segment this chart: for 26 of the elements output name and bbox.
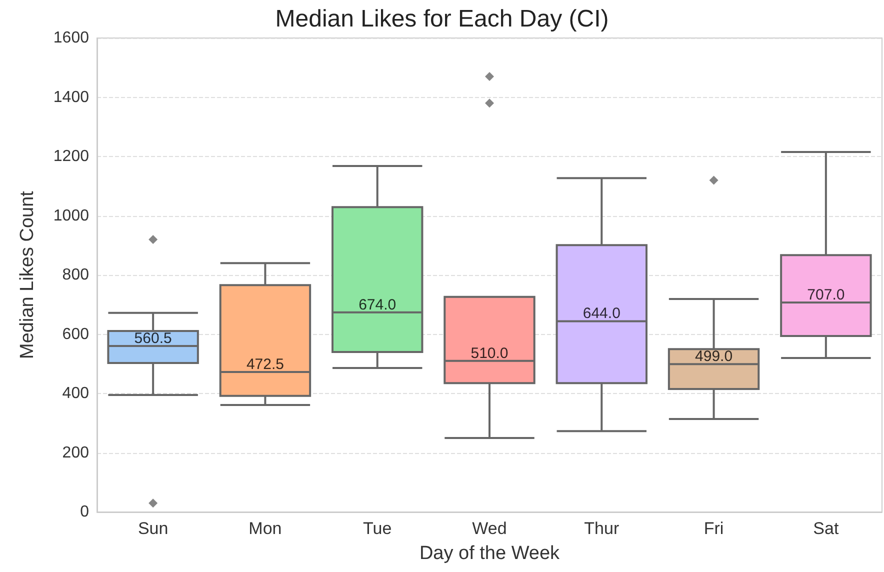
x-tick-label: Mon — [248, 519, 282, 538]
x-tick-label: Tue — [363, 519, 392, 538]
y-tick-label: 1600 — [53, 30, 90, 46]
y-tick-label: 1000 — [53, 207, 90, 224]
text: 510.0 — [470, 344, 508, 362]
text: 674.0 — [358, 296, 396, 314]
text: 644.0 — [582, 305, 620, 322]
y-axis-title: Median Likes Count — [17, 190, 38, 359]
text: 560.5 — [134, 330, 172, 347]
text: 499.0 — [695, 348, 733, 366]
y-tick-label: 0 — [80, 504, 90, 520]
x-axis-title: Day of the Week — [419, 543, 560, 564]
chart-title: Median Likes for Each Day (CI) — [275, 6, 609, 32]
y-tick-label: 1200 — [53, 148, 90, 165]
x-tick-label: Sun — [138, 519, 168, 538]
y-tick-label: 600 — [62, 326, 90, 343]
y-tick-label: 1400 — [53, 88, 90, 106]
y-tick-label: 800 — [62, 266, 90, 284]
y-tick-label: 400 — [62, 385, 90, 402]
text: 707.0 — [807, 286, 845, 304]
x-tick-label: Thur — [584, 519, 620, 538]
x-tick-label: Fri — [704, 519, 724, 538]
x-tick-label: Wed — [472, 519, 507, 538]
x-tick-label: Sat — [813, 519, 839, 538]
text: 472.5 — [246, 356, 284, 374]
y-tick-label: 200 — [62, 444, 90, 462]
